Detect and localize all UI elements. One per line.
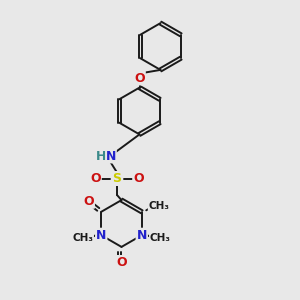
Text: N: N <box>106 150 116 163</box>
Text: N: N <box>96 229 106 242</box>
Text: H: H <box>96 150 106 163</box>
Text: CH₃: CH₃ <box>150 232 171 243</box>
Text: O: O <box>134 71 145 85</box>
Text: CH₃: CH₃ <box>72 232 93 243</box>
Text: S: S <box>112 172 122 185</box>
Text: N: N <box>136 229 147 242</box>
Text: O: O <box>90 172 101 185</box>
Text: O: O <box>116 256 127 269</box>
Text: CH₃: CH₃ <box>149 201 170 211</box>
Text: O: O <box>83 195 94 208</box>
Text: O: O <box>133 172 144 185</box>
